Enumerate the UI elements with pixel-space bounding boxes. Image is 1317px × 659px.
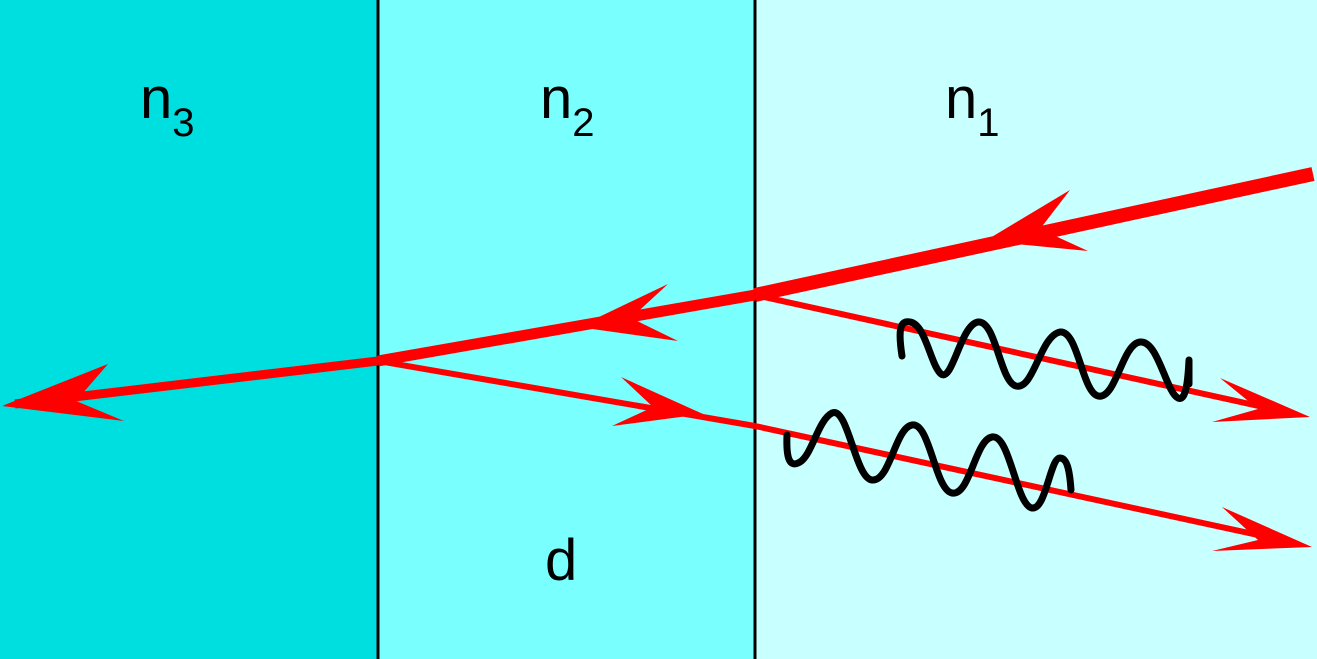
- wave-1: [896, 318, 1193, 402]
- wave-2: [783, 409, 1075, 512]
- layer-n3: [0, 0, 378, 659]
- reflected-ray-1-arrowhead: [1212, 378, 1310, 422]
- transmitted-ray-n3-arrowhead: [2, 364, 124, 421]
- refracted-ray-n2-arrowhead: [578, 284, 678, 341]
- reflected-ray-2: [754, 423, 1296, 546]
- layer-n1: [755, 0, 1317, 659]
- thickness-label: d: [545, 528, 577, 593]
- reflected-ray-2-arrowhead: [1212, 507, 1312, 551]
- label-n2: n2: [540, 66, 595, 145]
- internal-reflected-ray-arrowhead: [612, 377, 703, 426]
- refracted-ray-n2: [377, 289, 756, 367]
- incident-ray-arrowhead: [985, 190, 1088, 251]
- label-n1: n1: [945, 66, 1000, 145]
- reflected-ray-1: [754, 292, 1296, 417]
- label-n3: n3: [140, 66, 195, 145]
